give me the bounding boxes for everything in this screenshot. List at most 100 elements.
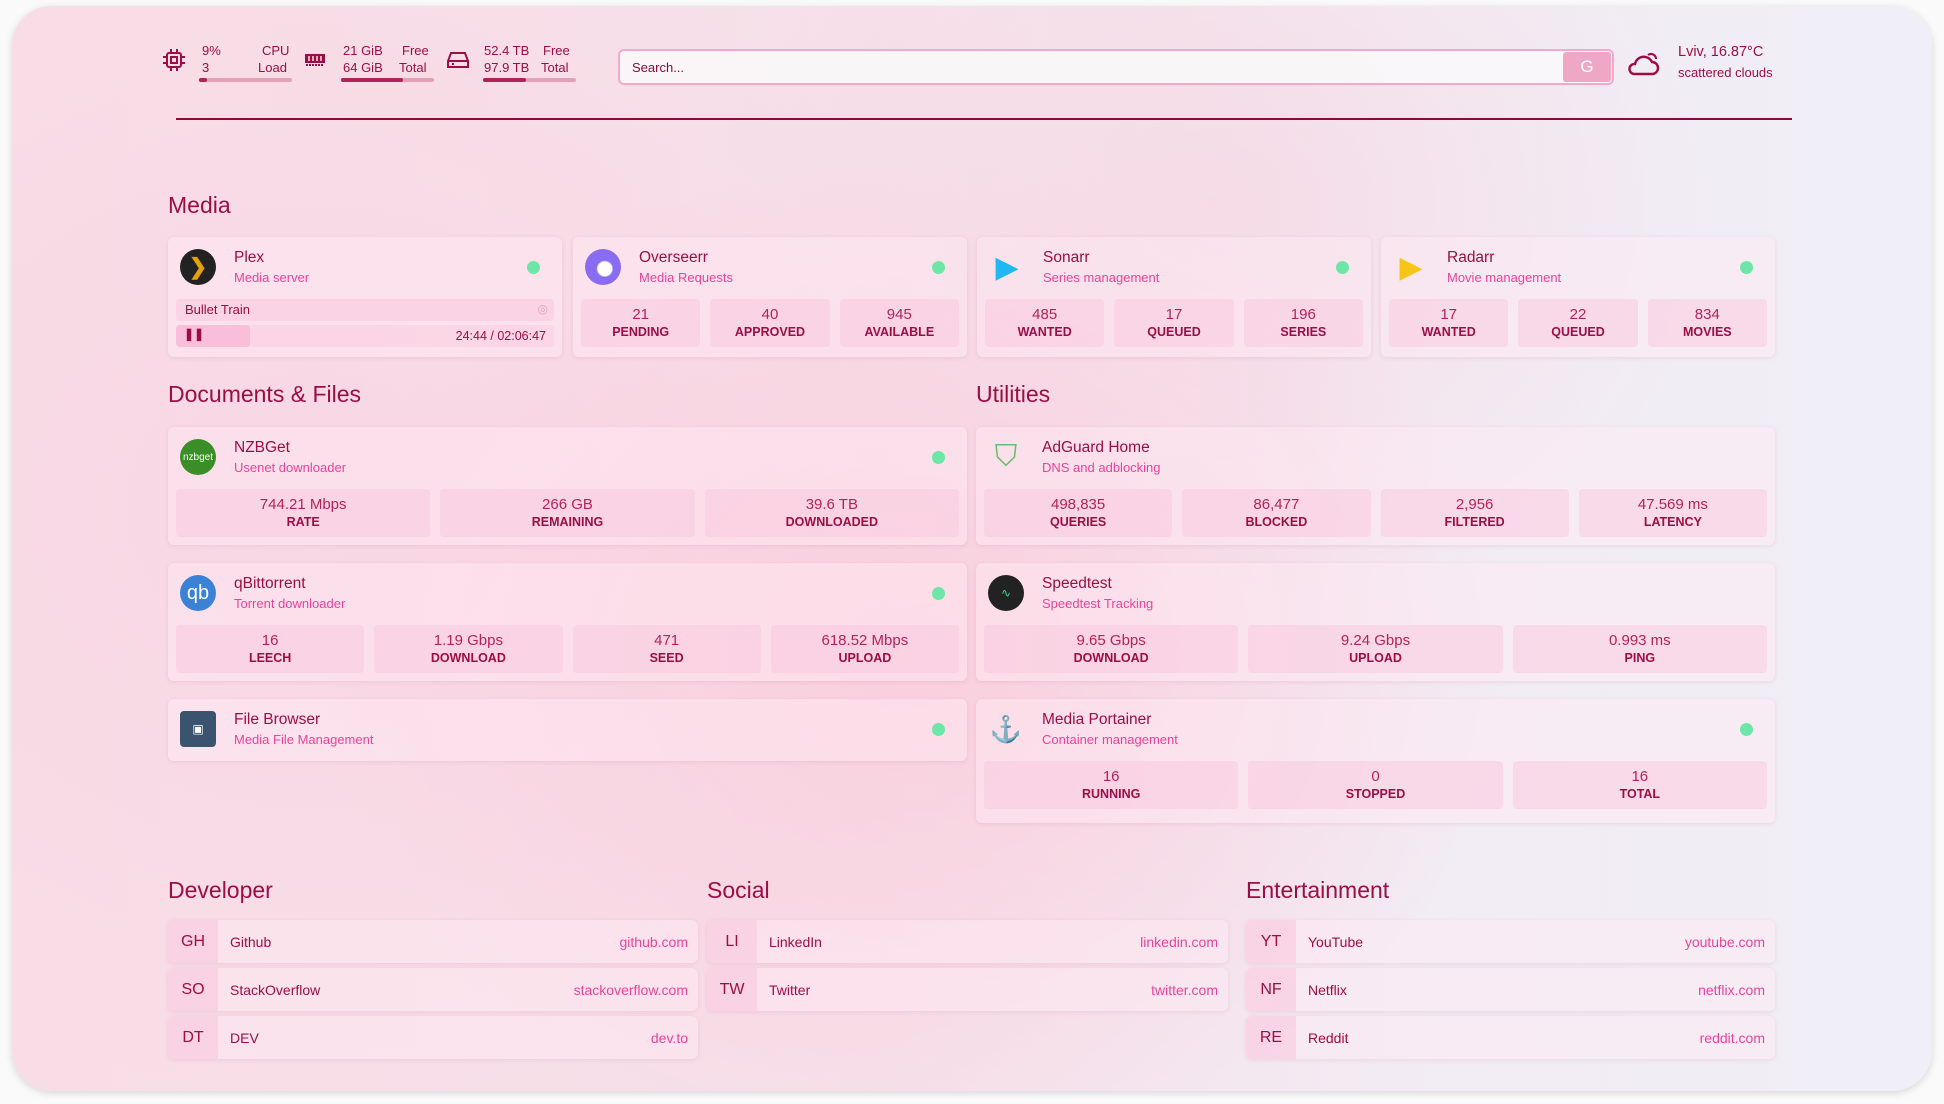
sonarr-card[interactable]: ▶ Sonarr Series management 485 WANTED 17 QU…: [977, 237, 1371, 357]
stats-row: 21 PENDING 40 APPROVED 945 AVAILABLE: [581, 299, 959, 347]
status-dot: [1336, 261, 1349, 274]
bookmark-url[interactable]: netflix.com: [1698, 981, 1765, 998]
bookmark-linkedin[interactable]: LI LinkedIn linkedin.com: [707, 920, 1228, 963]
stat-label: BLOCKED: [1245, 515, 1308, 529]
bookmark-netflix[interactable]: NF Netflix netflix.com: [1246, 968, 1775, 1011]
bookmark-url[interactable]: twitter.com: [1151, 981, 1218, 998]
memory-bar: [341, 78, 434, 82]
section-social: Social: [707, 877, 770, 903]
memory-total-label: Total: [399, 60, 427, 75]
stat-value: 16: [1631, 768, 1649, 785]
cpu-count: 3: [202, 60, 210, 75]
stat-value: 39.6 TB: [805, 496, 858, 513]
card-subtitle: Usenet downloader: [234, 460, 347, 475]
stat-block: 16 RUNNING: [984, 761, 1239, 809]
bookmark-url[interactable]: linkedin.com: [1140, 933, 1218, 950]
card-subtitle: Container management: [1042, 732, 1178, 747]
stat-block: 47.569 ms LATENCY: [1578, 489, 1767, 537]
bookmark-youtube[interactable]: YT YouTube youtube.com: [1246, 920, 1775, 963]
stat-label: QUEUED: [1147, 325, 1201, 339]
bookmark-name: DEV: [230, 1029, 259, 1046]
card-title: Plex: [234, 249, 265, 266]
stat-value: 945: [886, 306, 912, 323]
radarr-icon: ▶: [1399, 250, 1423, 284]
bookmark-github[interactable]: GH Github github.com: [168, 920, 698, 963]
stat-value: 40: [761, 306, 779, 323]
bookmark-url[interactable]: github.com: [619, 933, 688, 950]
bookmark-abbr: LI: [707, 920, 757, 963]
stat-label: PENDING: [612, 325, 670, 339]
stats-row: 744.21 Mbps RATE 266 GB REMAINING 39.6 TB DOW…: [176, 489, 959, 537]
card-title: qBittorrent: [234, 575, 306, 592]
section-media: Media: [168, 192, 231, 218]
bookmark-dev[interactable]: DT DEV dev.to: [168, 1016, 698, 1059]
stat-value: 1.19 Gbps: [433, 632, 503, 649]
stat-block: 9.24 Gbps UPLOAD: [1248, 625, 1503, 673]
qbittorrent-icon: qb: [180, 575, 216, 611]
adguard-card[interactable]: ⛉ AdGuard Home DNS and adblocking 498,83…: [976, 427, 1775, 545]
bookmark-name: LinkedIn: [769, 933, 822, 950]
stat-label: UPLOAD: [838, 651, 892, 665]
playing-icon: ◎: [537, 302, 548, 316]
stat-value: 0: [1371, 768, 1380, 785]
status-dot: [1740, 723, 1753, 736]
stat-label: UPLOAD: [1349, 651, 1402, 665]
bookmark-abbr: TW: [707, 968, 757, 1011]
card-title: NZBGet: [234, 439, 290, 456]
stat-block: 471 SEED: [572, 625, 761, 673]
bookmark-url[interactable]: stackoverflow.com: [573, 981, 688, 998]
stat-value: 16: [261, 632, 279, 649]
stat-label: MOVIES: [1683, 325, 1732, 339]
pause-icon[interactable]: ❚❚: [184, 327, 205, 341]
bookmark-url[interactable]: reddit.com: [1699, 1029, 1765, 1046]
overseerr-card[interactable]: Overseerr Media Requests 21 PENDING 40 APPR…: [573, 237, 967, 357]
stat-label: AVAILABLE: [864, 325, 935, 339]
bookmark-reddit[interactable]: RE Reddit reddit.com: [1246, 1016, 1775, 1059]
card-title: File Browser: [234, 711, 321, 728]
stat-block: 16 LEECH: [176, 625, 365, 673]
bookmark-url[interactable]: dev.to: [650, 1029, 688, 1046]
stats-row: 9.65 Gbps DOWNLOAD 9.24 Gbps UPLOAD 0.993 ms…: [984, 625, 1767, 673]
stat-block: 0 STOPPED: [1248, 761, 1503, 809]
radarr-card[interactable]: ▶ Radarr Movie management 17 WANTED 22 QUEU…: [1381, 237, 1775, 357]
stat-block: 744.21 Mbps RATE: [176, 489, 431, 537]
stat-block: 834 MOVIES: [1647, 299, 1767, 347]
search-bar: G: [618, 49, 1614, 85]
bookmark-url[interactable]: youtube.com: [1684, 933, 1765, 950]
now-playing-title: Bullet Train: [185, 302, 251, 317]
card-title: Radarr: [1447, 249, 1495, 266]
cpu-usage: 9%: [202, 43, 221, 58]
playback-progress[interactable]: ❚❚ 24:44 / 02:06:47: [176, 325, 554, 347]
nzbget-card[interactable]: nzbget NZBGet Usenet downloader 744.21 M…: [168, 427, 967, 545]
bookmark-stackoverflow[interactable]: SO StackOverflow stackoverflow.com: [168, 968, 698, 1011]
qbittorrent-card[interactable]: qb qBittorrent Torrent downloader 16 LEEC…: [168, 563, 967, 681]
disk-free: 52.4 TB: [484, 43, 530, 58]
stat-label: QUEUED: [1551, 325, 1605, 339]
sonarr-icon: ▶: [995, 250, 1019, 284]
bookmark-abbr: DT: [168, 1016, 218, 1059]
bookmark-abbr: GH: [168, 920, 218, 963]
portainer-card[interactable]: ⚓ Media Portainer Container management 1…: [976, 699, 1775, 823]
stat-value: 47.569 ms: [1637, 496, 1708, 513]
filebrowser-card[interactable]: ▣ File Browser Media File Management: [168, 699, 967, 761]
stat-label: DOWNLOAD: [430, 651, 506, 665]
card-subtitle: Torrent downloader: [234, 596, 346, 611]
stat-label: QUERIES: [1049, 515, 1107, 529]
stat-block: 9.65 Gbps DOWNLOAD: [984, 625, 1239, 673]
weather-location-temp: Lviv, 16.87°C: [1678, 44, 1764, 60]
stat-label: WANTED: [1421, 325, 1476, 339]
stat-value: 86,477: [1253, 496, 1300, 513]
stats-row: 16 LEECH 1.19 Gbps DOWNLOAD 471 SEED 618.52 Mb…: [176, 625, 959, 673]
cpu-bar: [199, 78, 292, 82]
plex-card[interactable]: ❯ Plex Media server Bullet Train ◎ ❚❚ 24…: [168, 237, 562, 357]
stat-block: 0.993 ms PING: [1512, 625, 1767, 673]
search-input[interactable]: [620, 51, 1563, 83]
card-title: Media Portainer: [1042, 711, 1152, 728]
speedtest-card[interactable]: ∿ Speedtest Speedtest Tracking 9.65 Gbps…: [976, 563, 1775, 681]
bookmark-twitter[interactable]: TW Twitter twitter.com: [707, 968, 1228, 1011]
search-provider-button[interactable]: G: [1563, 52, 1611, 82]
disk-free-label: Free: [543, 43, 570, 58]
filebrowser-icon: ▣: [180, 711, 216, 747]
stat-value: 744.21 Mbps: [259, 496, 347, 513]
status-dot: [932, 261, 945, 274]
